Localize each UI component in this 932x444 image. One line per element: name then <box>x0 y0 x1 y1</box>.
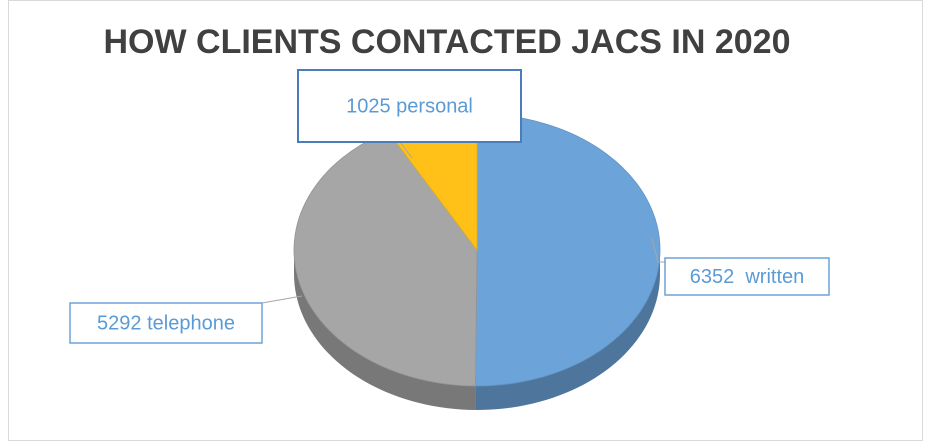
labels: 6352 written 5292 telephone 1025 personal <box>69 69 830 344</box>
label-box <box>297 69 522 143</box>
label-box <box>69 302 263 344</box>
data-label: 6352 written <box>690 266 805 288</box>
slice <box>293 130 478 387</box>
data-label: 1025 personal <box>346 95 473 117</box>
slice <box>475 113 661 387</box>
data-label: 5292 telephone <box>97 312 235 334</box>
slice-side <box>294 250 476 410</box>
label-box <box>664 257 830 296</box>
slice-side <box>475 250 660 410</box>
leader-line <box>651 237 665 263</box>
chart-title: HOW CLIENTS CONTACTED JACS IN 2020 <box>103 23 790 61</box>
leader-line <box>399 141 413 159</box>
pie <box>293 113 661 410</box>
leader-line <box>261 295 303 304</box>
